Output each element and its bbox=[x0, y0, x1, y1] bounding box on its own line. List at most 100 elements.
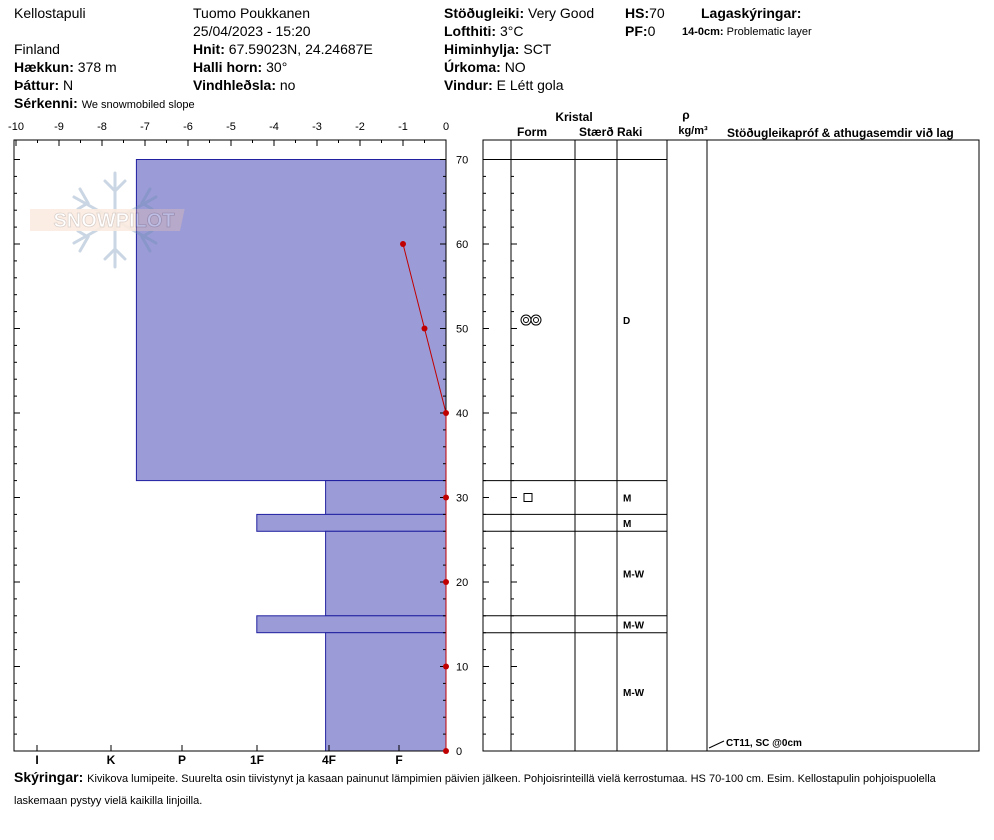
layer-note: 14-0cm: Problematic layer bbox=[682, 24, 812, 40]
hardness-bar bbox=[325, 632, 447, 752]
aspect-value: N bbox=[63, 77, 74, 93]
country: Finland bbox=[14, 41, 60, 57]
features-label: Sérkenni: bbox=[14, 95, 78, 111]
layer-note-depth: 14-0cm: bbox=[682, 26, 724, 38]
sky-cover: Himinhylja: SCT bbox=[444, 41, 551, 57]
layer-table: D M M M-W M-W M-W CT11, SC @0cm bbox=[483, 159, 802, 749]
height-tick-label: 40 bbox=[456, 408, 468, 420]
temperature-point bbox=[443, 663, 449, 670]
moisture-label: M-W bbox=[623, 620, 645, 631]
rounded-grain-icon bbox=[530, 314, 542, 326]
slope-angle: Halli horn: 30° bbox=[193, 59, 287, 75]
coordinates: Hnit: 67.59023N, 24.24687E bbox=[193, 41, 373, 57]
wind-value: E Létt gola bbox=[496, 77, 564, 93]
layer-notes-label: Lagaskýringar: bbox=[701, 5, 802, 21]
form-header: Form bbox=[517, 125, 547, 139]
comments: Skýringar: Kivikova lumipeite. Suurelta … bbox=[14, 767, 974, 811]
pf-value: 0 bbox=[647, 23, 656, 39]
temp-tick-label: -4 bbox=[269, 121, 279, 133]
datetime: 25/04/2023 - 15:20 bbox=[193, 23, 311, 39]
stability-tests-header: Stöðugleikapróf & athugasemdir við lag bbox=[727, 126, 954, 140]
wind-loading-value: no bbox=[279, 77, 296, 93]
height-tick-label: 30 bbox=[456, 493, 468, 505]
wind-label: Vindur: bbox=[444, 77, 493, 93]
height-tick-label: 10 bbox=[456, 662, 468, 674]
temperature-point bbox=[443, 494, 449, 501]
layer-notes-title: Lagaskýringar: bbox=[701, 5, 801, 21]
layer-note-text: Problematic layer bbox=[726, 26, 812, 38]
snowpilot-logo: SNOWPILOT bbox=[23, 165, 200, 280]
sky-value: SCT bbox=[523, 41, 552, 57]
temp-tick-label: -1 bbox=[398, 121, 408, 133]
precipitation: Úrkoma: NO bbox=[444, 59, 526, 75]
hardness-tick-label: F bbox=[395, 753, 402, 767]
snowflake-icon: SNOWPILOT bbox=[23, 171, 185, 269]
comments-text: Kivikova lumipeite. Suurelta osin tiivis… bbox=[14, 773, 936, 807]
air-temp-label: Lofthiti: bbox=[444, 23, 497, 39]
moisture-label: D bbox=[623, 316, 630, 327]
moisture-header: Raki bbox=[617, 125, 642, 139]
temperature-point bbox=[400, 241, 406, 247]
temp-tick-label: 0 bbox=[443, 121, 449, 133]
elevation-label: Hækkun: bbox=[14, 59, 74, 75]
temp-tick-label: -9 bbox=[54, 121, 64, 133]
hardness-tick-label: K bbox=[107, 753, 116, 767]
hardness-bars bbox=[135, 159, 447, 752]
aspect-label: Þáttur: bbox=[14, 77, 60, 93]
hardness-bar bbox=[256, 615, 447, 634]
hardness-tick-label: 1F bbox=[250, 753, 264, 767]
temperature-point bbox=[443, 410, 449, 416]
size-header: Stærð bbox=[579, 125, 614, 139]
hardness-bar bbox=[325, 480, 447, 515]
density-symbol: ρ bbox=[682, 108, 689, 122]
temperature-point bbox=[443, 748, 449, 754]
hardness-bar bbox=[256, 513, 447, 532]
features-value: We snowmobiled slope bbox=[81, 99, 195, 111]
features: Sérkenni: We snowmobiled slope bbox=[14, 95, 195, 113]
stability-test-pointer bbox=[708, 740, 725, 749]
coords-value: 67.59023N, 24.24687E bbox=[228, 41, 373, 57]
rounded-grain-icon bbox=[520, 314, 532, 326]
air-temperature: Lofthiti: 3°C bbox=[444, 23, 523, 39]
temp-tick-label: -6 bbox=[183, 121, 193, 133]
observer: Tuomo Poukkanen bbox=[193, 5, 310, 21]
coords-label: Hnit: bbox=[193, 41, 225, 57]
location-name: Kellostapuli bbox=[14, 5, 86, 21]
axis-ticks: -10 -9 -8 -7 -6 -5 -4 -3 -2 -1 0I K P 1F 4F F0102030405… bbox=[8, 121, 517, 767]
height-tick-label: 60 bbox=[456, 239, 468, 251]
height-tick-label: 0 bbox=[456, 746, 462, 758]
rounded-grain-icon bbox=[523, 317, 529, 324]
snow-height: HS:70 bbox=[625, 5, 665, 21]
pf-label: PF: bbox=[625, 23, 648, 39]
elevation-value: 378 m bbox=[77, 59, 117, 75]
temperature-point bbox=[443, 579, 449, 585]
stability-label: Stöðugleiki: bbox=[444, 5, 525, 21]
temperature-profile bbox=[400, 241, 449, 754]
slope-label: Halli horn: bbox=[193, 59, 263, 75]
height-tick-label: 20 bbox=[456, 577, 468, 589]
logo-text: SNOWPILOT bbox=[53, 210, 174, 232]
hardness-bar bbox=[325, 530, 447, 617]
temperature-point bbox=[421, 325, 428, 332]
moisture-label: M bbox=[623, 519, 631, 530]
hardness-tick-label: P bbox=[178, 753, 186, 767]
hardness-bar bbox=[135, 159, 447, 482]
hardness-tick-label: I bbox=[35, 753, 38, 767]
temp-tick-label: -2 bbox=[355, 121, 365, 133]
wind-loading-label: Vindhleðsla: bbox=[193, 77, 276, 93]
stability-test-label: CT11, SC @0cm bbox=[726, 738, 802, 749]
hs-label: HS: bbox=[625, 5, 650, 21]
moisture-label: M bbox=[623, 494, 631, 505]
penetration-foot: PF:0 bbox=[625, 23, 655, 39]
faceted-grain-icon bbox=[523, 493, 533, 502]
height-tick-label: 50 bbox=[456, 324, 468, 336]
wind-loading: Vindhleðsla: no bbox=[193, 77, 295, 93]
density-unit: kg/m³ bbox=[678, 125, 708, 137]
hardness-tick-label: 4F bbox=[322, 753, 336, 767]
rounded-grain-icon bbox=[533, 317, 539, 324]
crystal-header: Kristal bbox=[555, 110, 592, 124]
sky-label: Himinhylja: bbox=[444, 41, 520, 57]
air-temp-value: 3°C bbox=[499, 23, 524, 39]
temp-tick-label: -3 bbox=[312, 121, 322, 133]
